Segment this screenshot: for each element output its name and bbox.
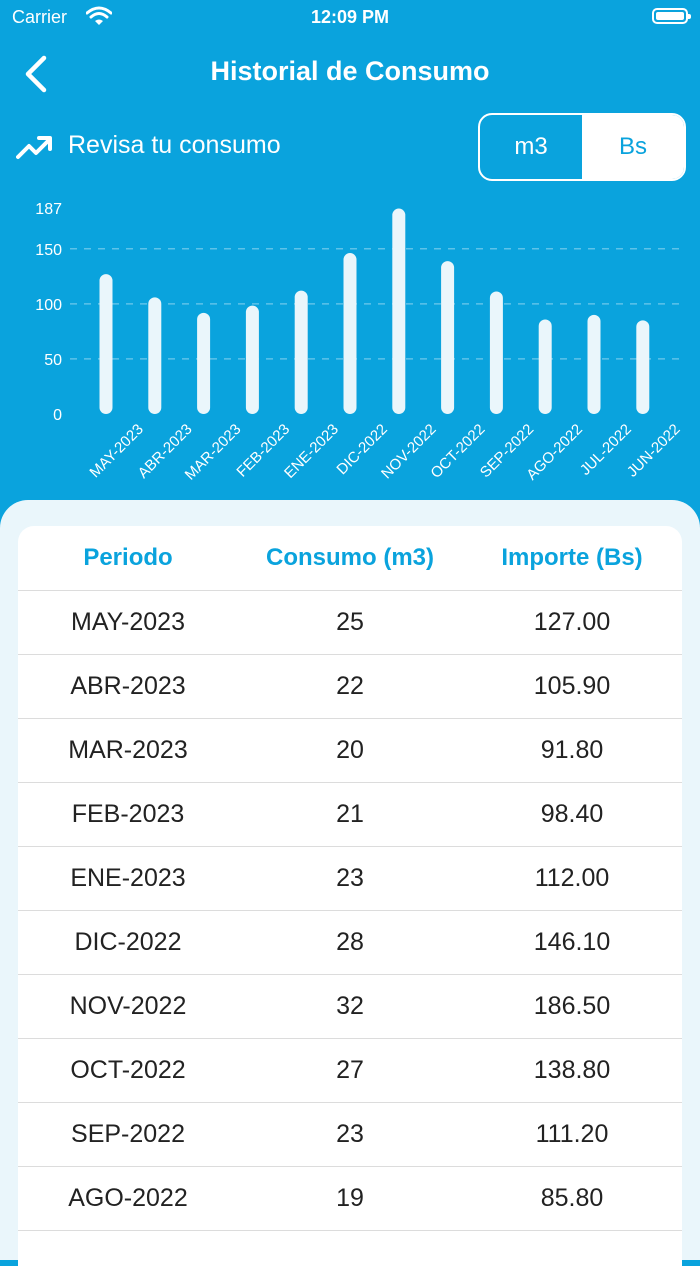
table-row: MAR-2023 20 91.80 xyxy=(18,719,682,783)
y-tick-label: 150 xyxy=(35,242,62,259)
cell-importe: 111.20 xyxy=(535,1120,609,1148)
cell-consumo: 27 xyxy=(336,1056,364,1084)
table-row: FEB-2023 21 98.40 xyxy=(18,783,682,847)
cell-consumo: 28 xyxy=(336,928,364,956)
cell-consumo: 22 xyxy=(336,672,364,700)
cell-importe: 127.00 xyxy=(533,608,611,636)
cell-importe: 105.90 xyxy=(533,672,611,700)
cell-consumo: 25 xyxy=(336,608,364,636)
cell-consumo: 20 xyxy=(336,736,364,764)
cell-consumo: 23 xyxy=(336,1120,364,1148)
y-tick-label: 50 xyxy=(44,352,62,369)
cell-importe: 146.10 xyxy=(533,928,611,956)
table-body: MAY-2023 25 127.00 ABR-2023 22 105.90 MAR-2023… xyxy=(18,591,682,1231)
cell-consumo: 21 xyxy=(336,800,364,828)
status-bar: Carrier 12:09 PM xyxy=(0,0,700,36)
cell-importe: 186.50 xyxy=(533,992,611,1020)
table-row: ENE-2023 23 112.00 xyxy=(18,847,682,911)
page-title: Historial de Consumo xyxy=(210,56,490,86)
cell-consumo: 19 xyxy=(336,1184,364,1212)
cell-periodo: OCT-2022 xyxy=(70,1056,186,1084)
chart-bar xyxy=(489,291,503,414)
toggle-bs[interactable]: Bs xyxy=(582,115,684,179)
trending-up-icon xyxy=(16,136,52,159)
cell-periodo: FEB-2023 xyxy=(71,800,185,828)
chart-bar xyxy=(197,312,211,414)
table-header: Periodo Consumo (m3) Importe (Bs) xyxy=(18,526,682,591)
unit-toggle: m3 Bs xyxy=(478,113,686,181)
wifi-icon xyxy=(86,6,112,25)
chart-bar xyxy=(636,320,650,414)
cell-periodo: DIC-2022 xyxy=(74,928,182,956)
table-row: DIC-2022 28 146.10 xyxy=(18,911,682,975)
cell-periodo: NOV-2022 xyxy=(69,992,187,1020)
table-row: AGO-2022 19 85.80 xyxy=(18,1167,682,1231)
cell-importe: 112.00 xyxy=(534,864,610,892)
chart-bar xyxy=(343,253,357,414)
chart-bar xyxy=(392,208,406,414)
back-chevron-icon[interactable] xyxy=(18,54,58,94)
y-tick-label: 187 xyxy=(35,201,62,218)
consumption-chart: 050100150187MAY-2023ABR-2023MAR-2023FEB-… xyxy=(35,201,686,484)
header-consumo: Consumo (m3) xyxy=(266,544,434,571)
toggle-m3[interactable]: m3 xyxy=(514,133,548,160)
cell-importe: 138.80 xyxy=(533,1056,611,1084)
consumption-label: Revisa tu consumo xyxy=(68,131,281,159)
header-periodo: Periodo xyxy=(83,544,173,571)
chart-bar xyxy=(99,274,113,414)
cell-consumo: 32 xyxy=(336,992,364,1020)
table-row: OCT-2022 27 138.80 xyxy=(18,1039,682,1103)
table-row: MAY-2023 25 127.00 xyxy=(18,591,682,655)
chart-bar xyxy=(148,297,162,414)
table-row: NOV-2022 32 186.50 xyxy=(18,975,682,1039)
table-row: SEP-2022 23 111.20 xyxy=(18,1103,682,1167)
y-tick-label: 100 xyxy=(35,297,62,314)
cell-periodo: MAY-2023 xyxy=(71,608,185,636)
header-importe: Importe (Bs) xyxy=(501,544,643,571)
x-tick-label: JUN-2022 xyxy=(624,421,684,481)
chart-bar xyxy=(294,290,308,414)
chart-bar xyxy=(538,319,552,414)
chart-bar xyxy=(587,314,601,414)
cell-periodo: SEP-2022 xyxy=(71,1120,185,1148)
cell-periodo: AGO-2022 xyxy=(68,1184,188,1212)
battery-icon xyxy=(652,8,691,24)
chart-bar xyxy=(441,261,455,414)
cell-consumo: 23 xyxy=(336,864,364,892)
cell-importe: 98.40 xyxy=(540,800,604,828)
carrier-label: Carrier xyxy=(12,7,68,27)
cell-periodo: ENE-2023 xyxy=(70,864,186,892)
cell-importe: 91.80 xyxy=(540,736,604,764)
history-table: Periodo Consumo (m3) Importe (Bs) MAY-20… xyxy=(18,526,682,1266)
y-tick-label: 0 xyxy=(53,407,62,424)
cell-periodo: MAR-2023 xyxy=(68,736,188,764)
cell-importe: 85.80 xyxy=(540,1184,604,1212)
status-time: 12:09 PM xyxy=(310,7,390,27)
table-row: ABR-2023 22 105.90 xyxy=(18,655,682,719)
chart-bar xyxy=(245,305,259,414)
cell-periodo: ABR-2023 xyxy=(70,672,186,700)
